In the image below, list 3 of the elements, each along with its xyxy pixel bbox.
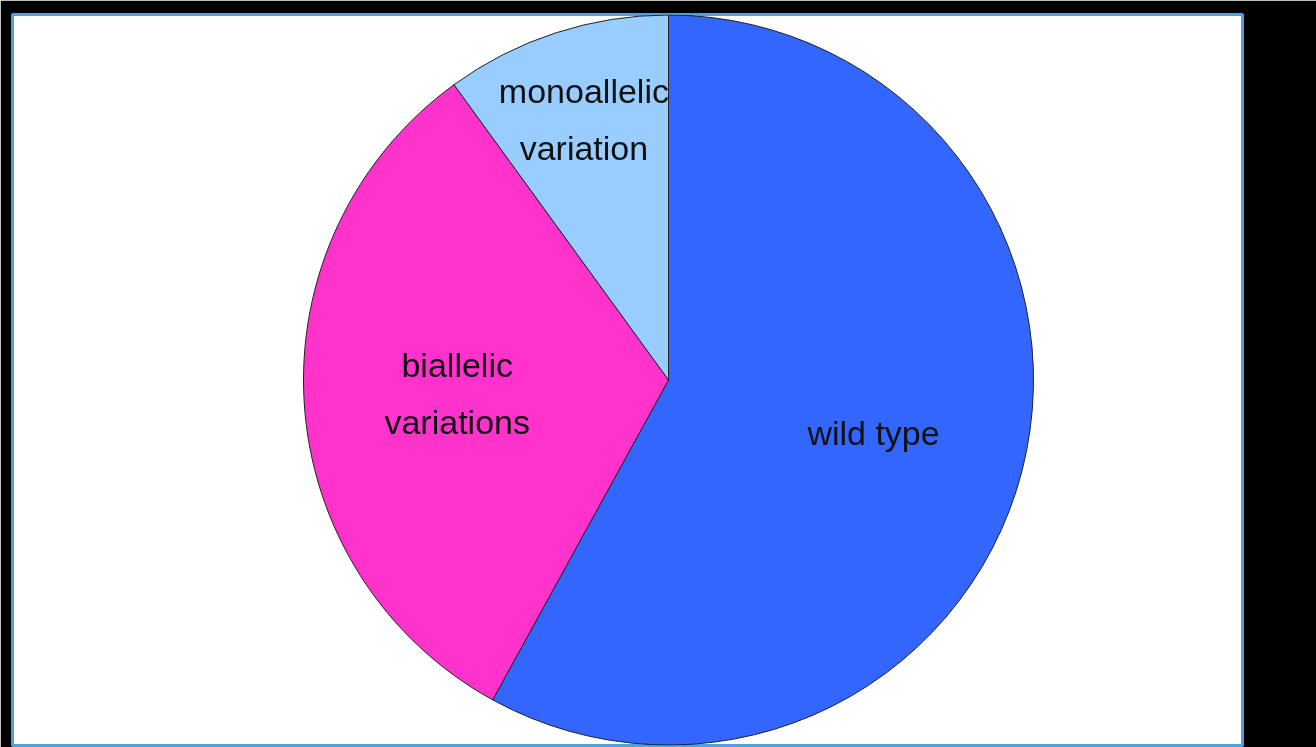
- slice-label: biallelic variations: [384, 345, 530, 441]
- slice-label: monoallelic variation: [498, 72, 669, 168]
- slice-label: wild type: [806, 413, 940, 452]
